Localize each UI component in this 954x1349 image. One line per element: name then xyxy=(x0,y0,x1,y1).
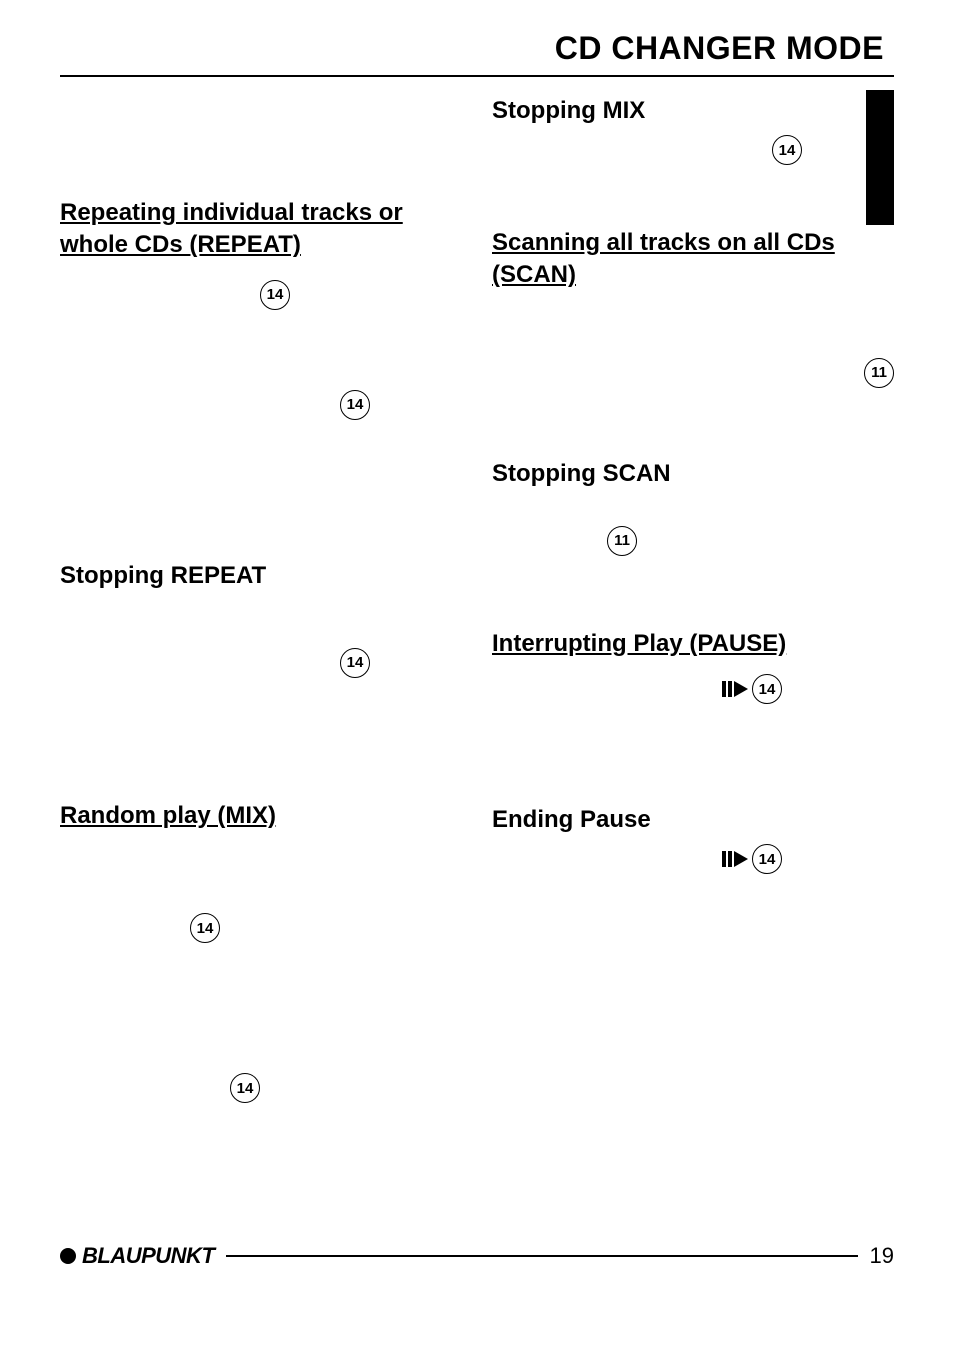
button-ref-icon: 14 xyxy=(190,913,220,943)
button-ref-icon: 14 xyxy=(752,674,782,704)
play-pause-icon xyxy=(722,849,748,869)
section-repeat-title: Repeating individual tracks or whole CDs… xyxy=(60,197,462,262)
ref-row: 11 xyxy=(492,526,894,560)
section-mix-title: Random play (MIX) xyxy=(60,800,462,832)
brand-dot-icon xyxy=(60,1248,76,1264)
ref-row: 14 xyxy=(492,135,894,169)
ref-row: 11 xyxy=(492,358,894,392)
ref-row: 14 xyxy=(60,913,462,947)
section-stop-mix-title: Stopping MIX xyxy=(492,97,894,125)
brand-text: BLAUPUNKT xyxy=(82,1243,214,1269)
left-column: Repeating individual tracks or whole CDs… xyxy=(60,97,462,1125)
content-columns: Repeating individual tracks or whole CDs… xyxy=(60,97,894,1125)
button-ref-icon: 11 xyxy=(607,526,637,556)
section-stop-scan-title: Stopping SCAN xyxy=(492,460,894,488)
ref-row: 14 xyxy=(60,280,462,314)
right-column: Stopping MIX 14 Scanning all tracks on a… xyxy=(492,97,894,1125)
section-end-pause-title: Ending Pause xyxy=(492,806,894,834)
ref-row: 14 xyxy=(60,390,462,424)
page-number: 19 xyxy=(870,1243,894,1269)
section-scan-title: Scanning all tracks on all CDs (SCAN) xyxy=(492,227,894,292)
ref-row: 14 xyxy=(60,648,462,682)
brand-logo: BLAUPUNKT xyxy=(60,1243,214,1269)
footer-divider xyxy=(226,1255,857,1257)
ref-row: 14 xyxy=(492,844,894,878)
button-ref-icon: 11 xyxy=(864,358,894,388)
button-ref-icon: 14 xyxy=(752,844,782,874)
section-pause-title: Interrupting Play (PAUSE) xyxy=(492,628,894,660)
section-stop-repeat-title: Stopping REPEAT xyxy=(60,562,462,590)
ref-row: 14 xyxy=(492,674,894,708)
page-header-title: CD CHANGER MODE xyxy=(60,30,894,77)
play-pause-icon xyxy=(722,679,748,699)
button-ref-icon: 14 xyxy=(260,280,290,310)
button-ref-icon: 14 xyxy=(340,390,370,420)
button-ref-icon: 14 xyxy=(230,1073,260,1103)
ref-row: 14 xyxy=(60,1073,462,1107)
button-ref-icon: 14 xyxy=(340,648,370,678)
page-footer: BLAUPUNKT 19 xyxy=(60,1243,894,1269)
button-ref-icon: 14 xyxy=(772,135,802,165)
